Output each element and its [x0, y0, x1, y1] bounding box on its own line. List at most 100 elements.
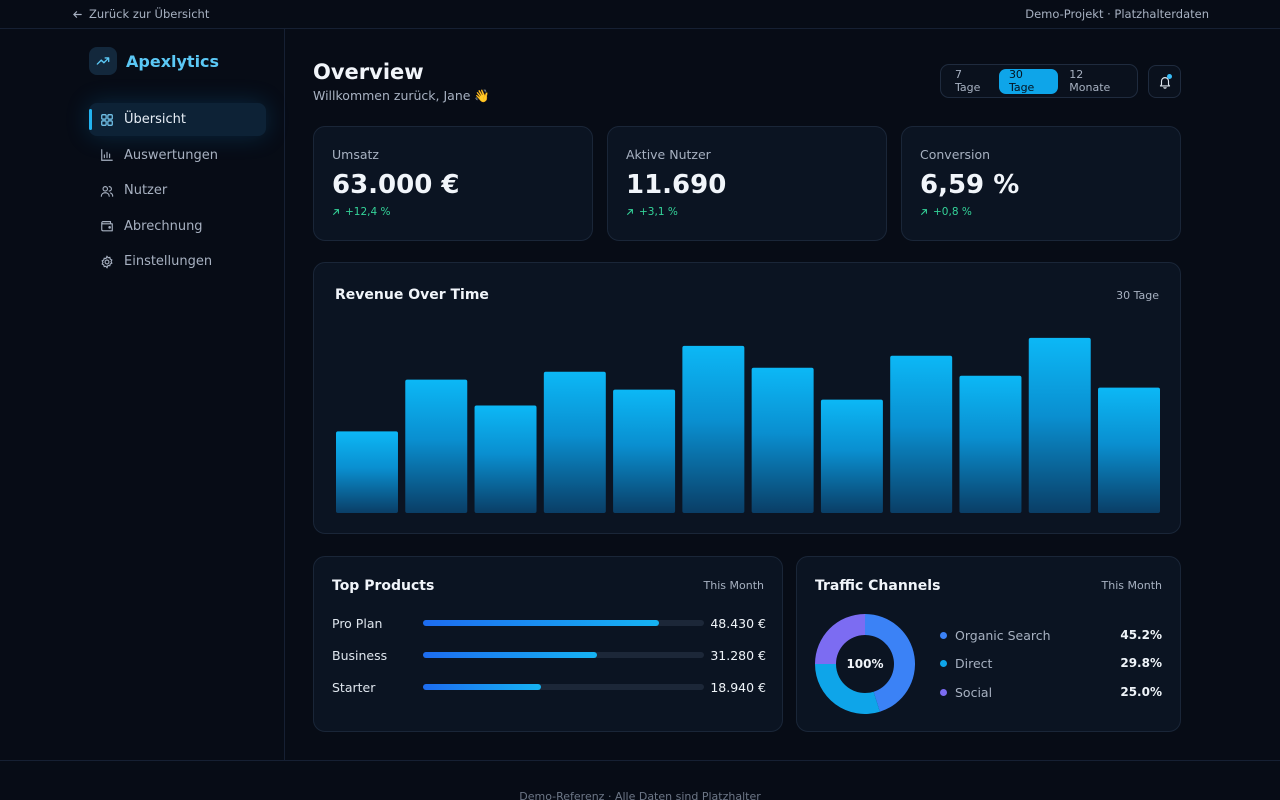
- revenue-bar: [959, 375, 1022, 513]
- sidebar-item-label: Nutzer: [124, 183, 168, 198]
- page-subtitle: Willkommen zurück, Jane 👋: [313, 88, 490, 103]
- kpi-delta-value: +3,1 %: [639, 206, 678, 218]
- sidebar-item-label: Abrechnung: [124, 218, 203, 234]
- footer: Demo-Referenz · Alle Daten sind Platzhal…: [0, 760, 1280, 800]
- legend-value: 25.0%: [1120, 685, 1162, 699]
- arrow-left-icon: [73, 10, 82, 18]
- range-selector: 7 Tage 30 Tage 12 Monate: [940, 64, 1138, 98]
- donut-total-label: 100%: [846, 657, 884, 671]
- kpi-card-aktive-nutzer: Aktive Nutzer 11.690 +3,1 %: [607, 126, 887, 241]
- product-bar-fill: [423, 652, 598, 658]
- bell-icon: [1159, 76, 1170, 89]
- traffic-period: This Month: [1101, 579, 1162, 592]
- brand-name: Apexlytics: [126, 51, 220, 71]
- kpi-delta: +3,1 %: [626, 206, 678, 218]
- sidebar-nav: Übersicht Auswertungen Nutzer Abrechnung…: [89, 103, 266, 281]
- kpi-value: 6,59 %: [920, 170, 1020, 200]
- revenue-bar: [1098, 387, 1160, 513]
- revenue-chart-card: Revenue Over Time 30 Tage: [313, 262, 1181, 534]
- notification-dot: [1167, 74, 1172, 79]
- revenue-bar-chart: [336, 337, 1160, 513]
- project-label: Demo-Projekt · Platzhalterdaten: [1025, 7, 1209, 21]
- product-value: 31.280 €: [710, 647, 766, 663]
- revenue-bar: [890, 355, 953, 513]
- kpi-delta-value: +0,8 %: [933, 206, 972, 218]
- dashboard-grid-icon: [101, 113, 113, 126]
- users-icon: [100, 185, 114, 197]
- product-row: Business 31.280 €: [332, 645, 766, 665]
- legend-dot: [940, 688, 947, 696]
- product-bar-track: [423, 684, 704, 690]
- back-link[interactable]: Zurück zur Übersicht: [72, 7, 209, 21]
- products-title: Top Products: [332, 578, 435, 594]
- donut-slice: [815, 664, 880, 714]
- gear-icon: [101, 254, 113, 269]
- top-bar: Zurück zur Übersicht Demo-Projekt · Plat…: [0, 0, 1280, 29]
- legend-item: Organic Search 45.2%: [940, 626, 1162, 644]
- kpi-card-umsatz: Umsatz 63.000 € +12,4 %: [313, 126, 593, 241]
- traffic-title: Traffic Channels: [815, 578, 941, 594]
- revenue-bar: [543, 371, 606, 513]
- traffic-channels-card: Traffic Channels This Month 100% Organic…: [796, 556, 1181, 732]
- products-period: This Month: [703, 579, 764, 592]
- revenue-bar: [613, 389, 676, 513]
- bar-chart-icon: [101, 149, 113, 161]
- legend-label: Direct: [955, 655, 993, 671]
- product-name: Starter: [332, 679, 376, 695]
- kpi-delta: +0,8 %: [920, 206, 972, 218]
- notifications-button[interactable]: [1148, 65, 1181, 98]
- sidebar-item-einstellungen[interactable]: Einstellungen: [89, 245, 266, 278]
- kpi-delta: +12,4 %: [332, 206, 391, 218]
- back-link-label: Zurück zur Übersicht: [89, 7, 210, 21]
- kpi-label: Conversion: [920, 147, 991, 162]
- kpi-card-conversion: Conversion 6,59 % +0,8 %: [901, 126, 1181, 241]
- range-30-days-button[interactable]: 30 Tage: [998, 68, 1059, 94]
- revenue-bar: [405, 379, 468, 513]
- product-row: Starter 18.940 €: [332, 677, 766, 697]
- sidebar-item-uebersicht[interactable]: Übersicht: [89, 103, 266, 136]
- page-title: Overview: [313, 60, 424, 84]
- revenue-bar: [474, 405, 537, 513]
- product-name: Pro Plan: [332, 615, 383, 631]
- legend-value: 29.8%: [1120, 656, 1162, 670]
- arrow-up-right-icon: [333, 209, 339, 215]
- revenue-bar: [336, 431, 398, 513]
- legend-item: Social 25.0%: [940, 683, 1162, 701]
- legend-item: Direct 29.8%: [940, 654, 1162, 672]
- arrow-up-right-icon: [921, 209, 927, 215]
- kpi-label: Aktive Nutzer: [626, 147, 711, 162]
- legend-dot: [940, 631, 947, 639]
- trending-up-icon: [89, 47, 117, 75]
- top-products-card: Top Products This Month Pro Plan 48.430 …: [313, 556, 783, 732]
- sidebar-item-auswertungen[interactable]: Auswertungen: [89, 139, 266, 172]
- chart-title: Revenue Over Time: [335, 287, 489, 303]
- range-12-months-button[interactable]: 12 Monate: [1069, 68, 1111, 94]
- sidebar-item-nutzer[interactable]: Nutzer: [89, 174, 266, 207]
- brand[interactable]: Apexlytics: [89, 47, 219, 75]
- donut-slice: [815, 614, 865, 664]
- revenue-bar: [682, 345, 745, 513]
- chart-range-label: 30 Tage: [1116, 289, 1159, 302]
- legend-value: 45.2%: [1120, 628, 1162, 642]
- range-7-days-button[interactable]: 7 Tage: [955, 68, 981, 94]
- footer-text: Demo-Referenz · Alle Daten sind Platzhal…: [519, 790, 761, 800]
- legend-dot: [940, 659, 947, 667]
- product-bar-fill: [423, 684, 542, 690]
- product-value: 18.940 €: [710, 679, 766, 695]
- product-name: Business: [332, 647, 388, 663]
- sidebar-item-abrechnung[interactable]: Abrechnung: [89, 210, 266, 243]
- legend-label: Organic Search: [955, 627, 1051, 643]
- kpi-value: 11.690: [626, 170, 727, 200]
- legend-label: Social: [955, 684, 993, 700]
- sidebar-item-label: Auswertungen: [124, 147, 218, 163]
- sidebar: Apexlytics Übersicht Auswertungen Nutzer…: [0, 29, 285, 760]
- revenue-bar: [1028, 337, 1091, 513]
- sidebar-item-label: Einstellungen: [124, 254, 213, 269]
- revenue-bar: [751, 367, 814, 513]
- donut-slice: [865, 614, 915, 712]
- product-bar-fill: [423, 620, 660, 626]
- arrow-up-right-icon: [627, 209, 633, 215]
- kpi-delta-value: +12,4 %: [345, 206, 391, 218]
- product-bar-track: [423, 620, 704, 626]
- traffic-donut-chart: [815, 614, 915, 714]
